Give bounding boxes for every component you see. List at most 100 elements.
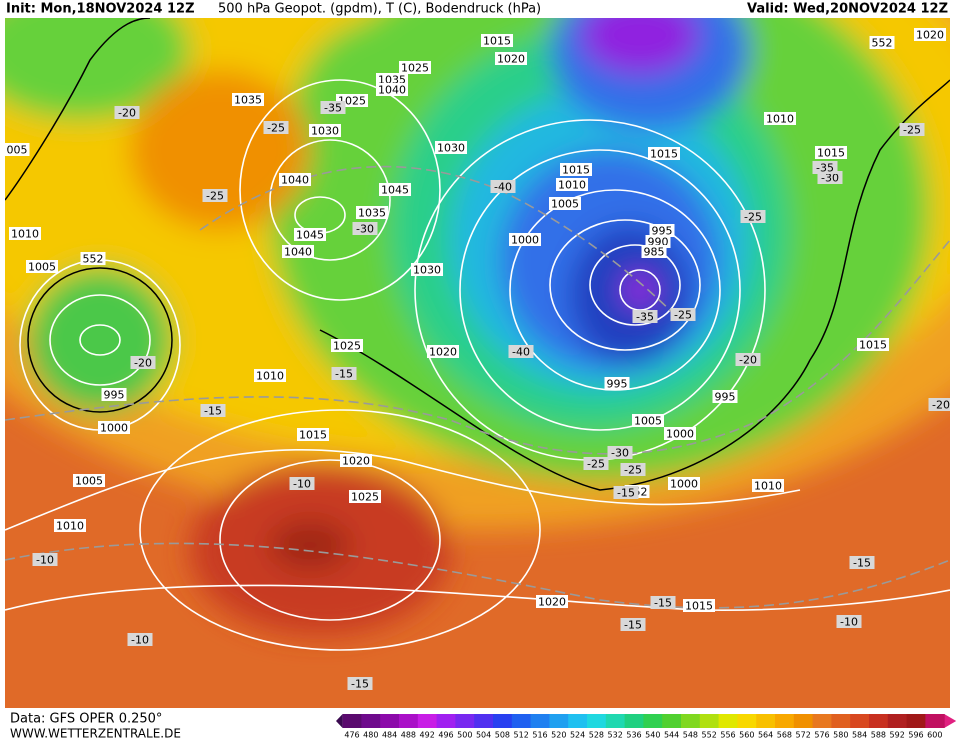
temperature-label: -15 <box>654 597 672 610</box>
isobar-label: 985 <box>644 246 665 259</box>
temperature-label: -25 <box>674 309 692 322</box>
temperature-label-box <box>607 446 633 459</box>
isobar-label: 1025 <box>401 62 429 75</box>
colorbar-label: 564 <box>758 731 773 740</box>
isobar-label-box <box>254 369 286 382</box>
colorbar-cell <box>850 714 870 728</box>
temperature-label: -10 <box>131 634 149 647</box>
isobar-label-box <box>683 599 715 612</box>
isobar-label-box <box>297 428 329 441</box>
temperature-label: -20 <box>932 399 950 412</box>
isobar-label-box <box>54 519 86 532</box>
colorbar-cell <box>605 714 626 728</box>
colorbar-cell <box>380 714 400 728</box>
colorbar-label: 588 <box>871 731 886 740</box>
colorbar-cell <box>793 714 814 728</box>
isobar-label-box <box>815 146 847 159</box>
colorbar-label: 572 <box>796 731 811 740</box>
colorbar-cell <box>831 714 851 728</box>
colorbar-label: 544 <box>664 731 679 740</box>
colorbar-label: 480 <box>363 731 378 740</box>
colorbar-cell <box>455 714 475 728</box>
isobar-label: 995 <box>715 391 736 404</box>
temperature-label-box <box>263 121 289 134</box>
isobar-label: 1030 <box>413 264 441 277</box>
isobar-label-box <box>664 427 696 440</box>
temperature-label-box <box>352 222 378 235</box>
isobar-label-box <box>560 163 592 176</box>
valid-time: Valid: Wed,20NOV2024 12Z <box>747 2 948 17</box>
colorbar-label: 548 <box>683 731 698 740</box>
colorbar-cell <box>643 714 663 728</box>
colorbar-cell <box>361 714 381 728</box>
isobar-label-box <box>509 233 541 246</box>
isobar-label: 1010 <box>754 480 782 493</box>
colorbar-label: 568 <box>777 731 792 740</box>
isobar-label-box <box>764 112 796 125</box>
temperature-label-box <box>836 615 862 628</box>
temperature-label: -40 <box>512 346 530 359</box>
temperature-label: -10 <box>840 616 858 629</box>
colorbar-cell <box>568 714 588 728</box>
isobar-label-box <box>556 178 588 191</box>
temperature-label: -20 <box>118 107 136 120</box>
isobar-label-box <box>712 390 738 403</box>
colorbar-cell <box>662 714 682 728</box>
temperature-label: -30 <box>821 172 839 185</box>
temperature-label: -15 <box>335 368 353 381</box>
colorbar-cell <box>887 714 908 728</box>
isobar-label-box <box>98 421 130 434</box>
temperature-label: -25 <box>206 190 224 203</box>
temperature-label-box <box>114 106 140 119</box>
colorbar-cell <box>587 714 607 728</box>
map: 1015 1020 1010 1015 1015 1015 1010 1005 1000 995 9… <box>5 18 950 708</box>
colorbar-label: 516 <box>532 731 547 740</box>
isobar-label-box <box>232 93 264 106</box>
isobar-label-box <box>752 479 784 492</box>
isobar-label-box <box>349 490 381 503</box>
colorbar-label: 500 <box>457 731 472 740</box>
isobar-label-box <box>632 414 664 427</box>
colorbar-arrow <box>336 714 343 728</box>
isobar-label-box <box>641 245 667 258</box>
colorbar-label: 600 <box>927 731 942 740</box>
temperature-label-box <box>490 180 516 193</box>
isobar-label: 1040 <box>378 84 406 97</box>
temperature-label: -35 <box>816 162 834 175</box>
isobar-label-box <box>379 183 411 196</box>
isobar-label-box <box>857 338 889 351</box>
temperature-label-box <box>817 171 843 184</box>
temperature-label: -30 <box>611 447 629 460</box>
temperature-label-box <box>735 353 761 366</box>
isobar-label-box <box>604 377 630 390</box>
temperature-label-box <box>583 457 609 470</box>
isobar-label-box <box>649 224 675 237</box>
colorbar-cell <box>925 714 945 728</box>
isobar-label-box <box>869 36 895 49</box>
isobar-label: 995 <box>607 378 628 391</box>
isobar-label: 1005 <box>28 261 56 274</box>
isobar-label-box <box>340 454 372 467</box>
colorbar-label: 584 <box>852 731 867 740</box>
temperature-label: -25 <box>267 122 285 135</box>
data-source: Data: GFS OPER 0.250° <box>10 712 162 727</box>
isobar-label: 1000 <box>100 422 128 435</box>
isobar-label: 1025 <box>351 491 379 504</box>
isobar-label-box <box>914 28 946 41</box>
colorbar-cell <box>511 714 532 728</box>
isobar-label: 1005 <box>551 198 579 211</box>
isobar-label: 1020 <box>538 596 566 609</box>
temperature-label: -25 <box>744 211 762 224</box>
temperature-label-box <box>130 356 156 369</box>
colorbar-cell <box>624 714 644 728</box>
isobar-label-box <box>80 252 106 265</box>
colorbar-cell <box>737 714 757 728</box>
init-time: Init: Mon,18NOV2024 12Z <box>6 2 195 17</box>
temperature-label: -25 <box>587 458 605 471</box>
isobar-label-box <box>435 141 467 154</box>
colorbar-cell <box>417 714 438 728</box>
temperature-label-box <box>620 463 646 476</box>
isobar-label: 1015 <box>817 147 845 160</box>
temperature-label-box <box>812 161 838 174</box>
isobar-label-box <box>331 339 363 352</box>
